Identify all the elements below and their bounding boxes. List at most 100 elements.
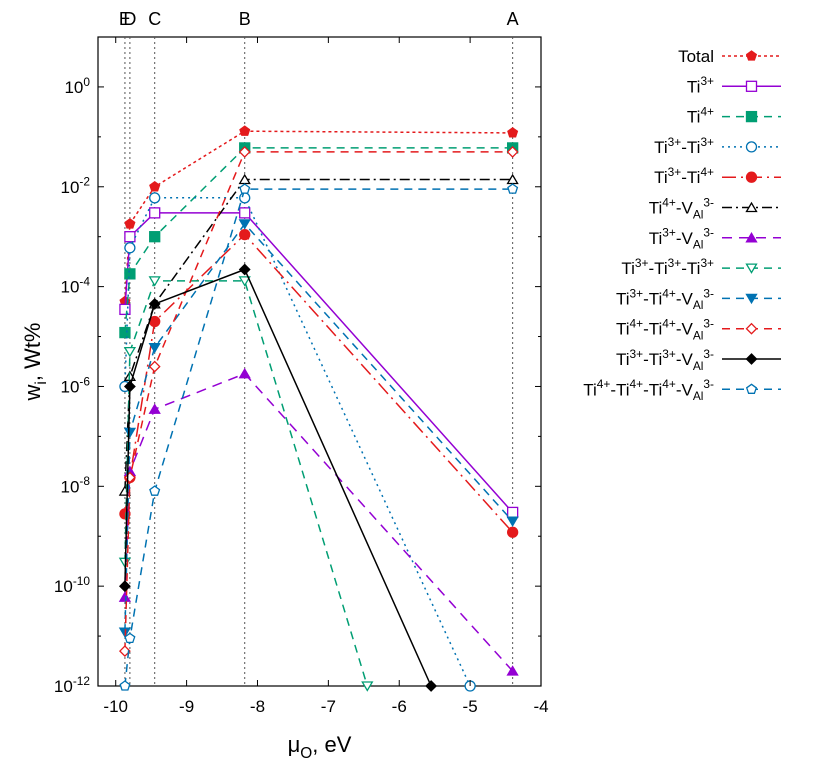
y-axis-label: wi, Wt% (20, 323, 50, 402)
y-tick-label: 10-10 (54, 574, 90, 596)
data-point (361, 681, 374, 692)
data-point (118, 645, 131, 658)
legend-entry-2: Ti3+ (687, 74, 781, 96)
data-point (123, 346, 137, 358)
y-tick-label: 10-6 (61, 374, 91, 396)
legend-label: Ti3+-VAl3- (649, 226, 714, 252)
legend-label: Ti4+-Ti4+-VAl3- (616, 317, 714, 343)
data-point (118, 591, 132, 602)
legend-marker (745, 322, 758, 335)
legend-label: Ti3+-Ti3+-Ti3+ (621, 256, 714, 278)
series-layer (118, 125, 519, 692)
data-point (148, 276, 161, 287)
x-axis-label: μO, eV (288, 732, 352, 762)
data-point (124, 231, 136, 243)
data-point (506, 516, 519, 527)
data-point (506, 526, 519, 538)
legend-entry-10: Ti4+-Ti4+-VAl3- (616, 317, 781, 343)
data-point (148, 360, 161, 373)
data-point (238, 367, 251, 379)
legend-entry-7: Ti3+-VAl3- (649, 226, 781, 252)
data-point (148, 297, 161, 310)
legend-marker (745, 383, 758, 394)
vline-label-D: D (123, 9, 136, 29)
legend-label: Ti4+ (687, 104, 714, 126)
series-5 (119, 228, 519, 538)
data-point (149, 485, 161, 496)
data-point (238, 263, 251, 276)
legend-label: Ti3+ (687, 74, 714, 96)
data-point (239, 207, 251, 219)
y-tick-label: 100 (64, 75, 90, 97)
legend-marker (745, 80, 758, 92)
data-point (239, 183, 251, 194)
legend-label: Ti4+-Ti4+-Ti4+-VAl3- (583, 377, 714, 403)
legend-label: Ti3+-Ti4+-VAl3- (616, 286, 714, 312)
series-9 (118, 219, 519, 638)
legend-marker (745, 201, 758, 213)
legend-marker (745, 141, 758, 153)
data-point (425, 680, 438, 692)
data-point (506, 506, 519, 519)
series-4 (119, 192, 476, 692)
legend-entry-9: Ti3+-Ti4+-VAl3- (616, 286, 781, 312)
data-point (507, 183, 519, 194)
data-point (148, 403, 161, 414)
data-point (239, 125, 251, 136)
legend-label: Ti4+-VAl3- (649, 195, 714, 221)
y-tick-label: 10-2 (61, 175, 91, 197)
legend-entry-4: Ti3+-Ti3+ (654, 135, 781, 157)
legend: Total Ti3+ Ti4+ Ti3+-Ti3+ Ti3+-Ti4+ Ti4+-VAl3… (583, 47, 781, 403)
data-point (238, 145, 251, 158)
legend-marker (745, 50, 758, 61)
legend-label: Ti3+-Ti3+ (654, 135, 714, 157)
data-point (118, 580, 131, 593)
data-point (124, 632, 136, 644)
series-line (124, 268, 432, 687)
data-point (238, 219, 251, 230)
legend-entry-11: Ti3+-Ti3+-VAl3- (616, 347, 781, 373)
legend-label: Ti3+-Ti4+ (654, 165, 714, 187)
x-tick-label: -7 (321, 697, 336, 716)
legend-marker (745, 171, 758, 183)
x-tick-label: -4 (533, 697, 548, 716)
reference-lines: ED C B A (119, 9, 519, 686)
legend-label: Ti3+-Ti3+-VAl3- (616, 347, 714, 373)
series-line (124, 222, 514, 633)
data-point (238, 276, 251, 287)
data-point (123, 380, 136, 393)
data-point (239, 228, 251, 241)
series-1 (119, 125, 519, 307)
data-point (119, 326, 131, 339)
vline-label-E: E (119, 9, 131, 29)
legend-marker (745, 263, 758, 274)
y-tick-label: 10-8 (61, 474, 91, 496)
series-line (124, 130, 513, 302)
legend-marker (745, 110, 758, 123)
data-point (119, 303, 131, 316)
legend-entry-5: Ti3+-Ti4+ (654, 165, 781, 187)
plot-border (97, 36, 542, 687)
data-point (149, 231, 161, 243)
data-point (507, 127, 519, 138)
vline-label-C: C (148, 9, 161, 29)
axes: -10 -9 -8 -7 -6 -5 -4 100 10-2 10-4 10-6 10-8 10-10 1… (20, 36, 549, 762)
series-6 (118, 173, 519, 496)
data-point (124, 242, 136, 254)
data-point (148, 342, 161, 354)
series-10 (118, 145, 519, 658)
series-line (124, 280, 369, 687)
legend-marker (745, 293, 758, 305)
data-point (119, 680, 131, 691)
series-line (124, 233, 514, 533)
legend-marker (745, 353, 758, 365)
data-point (506, 665, 519, 676)
x-tick-label: -6 (392, 697, 407, 716)
vline-label-A: A (507, 9, 519, 29)
x-tick-label: -9 (179, 697, 194, 716)
series-8 (118, 276, 374, 692)
x-tick-label: -8 (250, 697, 265, 716)
data-point (239, 192, 251, 204)
data-point (506, 145, 519, 158)
